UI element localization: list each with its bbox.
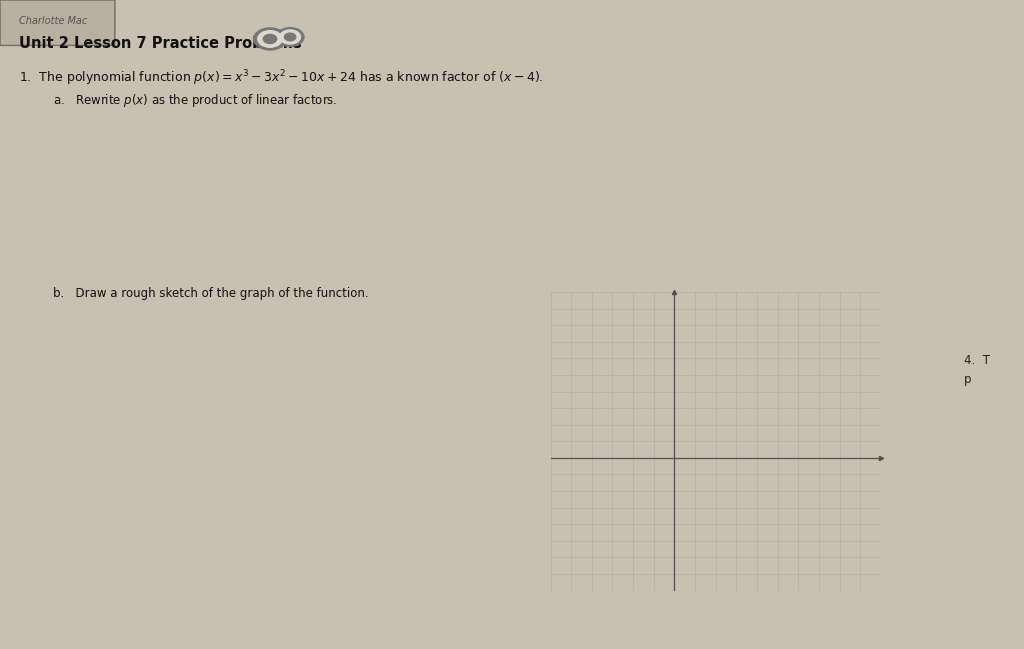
Circle shape xyxy=(280,30,300,44)
Circle shape xyxy=(285,33,296,41)
Circle shape xyxy=(263,34,276,43)
Text: Unit 2 Lesson 7 Practice Problems: Unit 2 Lesson 7 Practice Problems xyxy=(19,36,302,51)
Text: p: p xyxy=(965,373,972,386)
Circle shape xyxy=(258,31,283,47)
Circle shape xyxy=(276,28,304,46)
Text: Charlotte Mac: Charlotte Mac xyxy=(19,16,87,26)
Text: b.   Draw a rough sketch of the graph of the function.: b. Draw a rough sketch of the graph of t… xyxy=(52,287,369,300)
Text: 4.  T: 4. T xyxy=(965,354,990,367)
FancyBboxPatch shape xyxy=(0,0,115,45)
Circle shape xyxy=(254,28,287,50)
Text: a.   Rewrite $p(x)$ as the product of linear factors.: a. Rewrite $p(x)$ as the product of line… xyxy=(52,92,337,109)
Text: 1.  The polynomial function $p(x) = x^3 - 3x^2 - 10x + 24$ has a known factor of: 1. The polynomial function $p(x) = x^3 -… xyxy=(19,68,544,88)
